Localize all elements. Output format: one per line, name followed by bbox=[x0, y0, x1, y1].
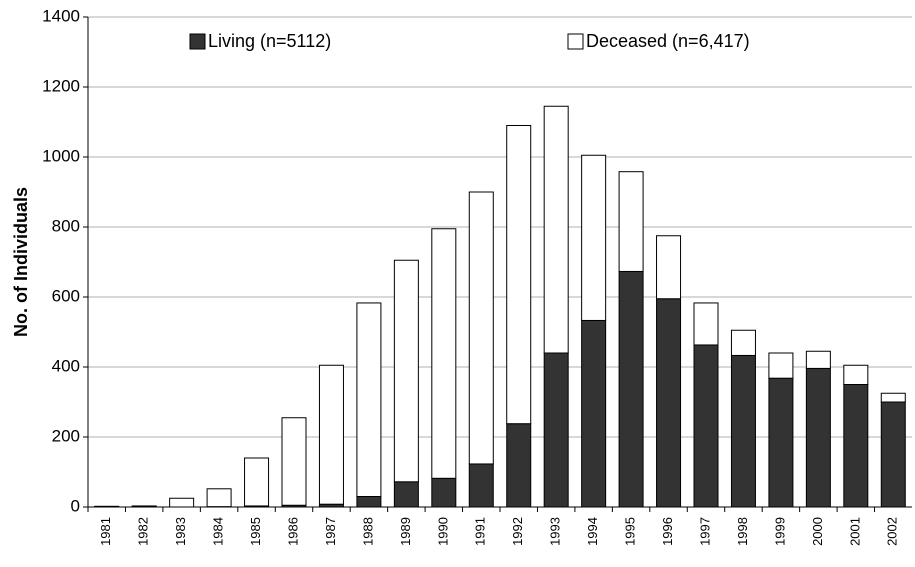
y-tick-label: 200 bbox=[52, 426, 80, 445]
y-tick-label: 800 bbox=[52, 216, 80, 235]
bar-segment bbox=[880, 392, 906, 403]
x-tick-label: 1991 bbox=[473, 517, 488, 546]
x-tick-label: 1996 bbox=[660, 517, 675, 546]
x-tick-label: 1998 bbox=[735, 517, 750, 546]
x-tick-label: 2001 bbox=[847, 517, 862, 546]
bar-segment bbox=[768, 352, 794, 379]
bar-segment bbox=[356, 496, 382, 508]
y-tick-label: 400 bbox=[52, 356, 80, 375]
y-tick-label: 600 bbox=[52, 286, 80, 305]
bar-segment bbox=[281, 417, 307, 506]
x-tick-label: 2000 bbox=[810, 517, 825, 546]
x-tick-label: 1994 bbox=[585, 517, 600, 546]
bar-segment bbox=[618, 270, 644, 508]
y-tick-label: 1000 bbox=[42, 146, 80, 165]
bar-segment bbox=[543, 352, 569, 508]
bar-segment bbox=[431, 228, 457, 479]
bar-segment bbox=[244, 457, 270, 507]
x-tick-label: 1987 bbox=[323, 517, 338, 546]
x-tick-label: 1984 bbox=[211, 517, 226, 546]
bar-segment bbox=[730, 329, 756, 356]
legend-label: Living (n=5112) bbox=[208, 31, 331, 51]
bar-segment bbox=[805, 350, 831, 369]
x-tick-label: 1995 bbox=[623, 517, 638, 546]
x-tick-label: 1986 bbox=[285, 517, 300, 546]
bar-segment bbox=[843, 364, 869, 385]
bar-segment bbox=[581, 154, 607, 321]
x-tick-label: 1997 bbox=[697, 517, 712, 546]
x-tick-label: 1999 bbox=[772, 517, 787, 546]
x-tick-label: 1993 bbox=[548, 517, 563, 546]
bar-segment bbox=[693, 344, 719, 508]
y-tick-label: 1400 bbox=[42, 6, 80, 25]
bar-segment bbox=[206, 488, 232, 508]
bar-segment bbox=[431, 477, 457, 508]
y-tick-label: 0 bbox=[71, 496, 80, 515]
bar-segment bbox=[318, 364, 344, 505]
bar-segment bbox=[506, 423, 532, 508]
x-tick-label: 1990 bbox=[435, 517, 450, 546]
bar-segment bbox=[730, 354, 756, 508]
bar-segment bbox=[693, 302, 719, 346]
bar-segment bbox=[618, 171, 644, 272]
bar-segment bbox=[356, 302, 382, 498]
bar-segment bbox=[468, 463, 494, 508]
bar-segment bbox=[393, 481, 419, 508]
bar-segment bbox=[843, 384, 869, 508]
x-tick-label: 2002 bbox=[885, 517, 900, 546]
bar-segment bbox=[506, 125, 532, 425]
x-tick-label: 1988 bbox=[360, 517, 375, 546]
bar-segment bbox=[543, 105, 569, 354]
legend-swatch bbox=[189, 33, 206, 50]
y-tick-label: 1200 bbox=[42, 76, 80, 95]
bar-segment bbox=[880, 401, 906, 508]
bar-segment bbox=[581, 319, 607, 508]
bar-segment bbox=[468, 191, 494, 465]
bar-segment bbox=[656, 235, 682, 300]
x-tick-label: 1989 bbox=[398, 517, 413, 546]
x-tick-label: 1985 bbox=[248, 517, 263, 546]
legend-swatch bbox=[567, 33, 584, 50]
bar-segment bbox=[805, 367, 831, 508]
bar-segment bbox=[768, 377, 794, 508]
bar-segment bbox=[169, 497, 195, 508]
x-tick-label: 1983 bbox=[173, 517, 188, 546]
bar-segment bbox=[393, 259, 419, 483]
y-axis-label: No. of Individuals bbox=[11, 187, 31, 337]
bar-segment bbox=[656, 298, 682, 508]
x-tick-label: 1982 bbox=[136, 517, 151, 546]
x-tick-label: 1992 bbox=[510, 517, 525, 546]
x-tick-label: 1981 bbox=[98, 517, 113, 546]
legend-label: Deceased (n=6,417) bbox=[586, 31, 750, 51]
